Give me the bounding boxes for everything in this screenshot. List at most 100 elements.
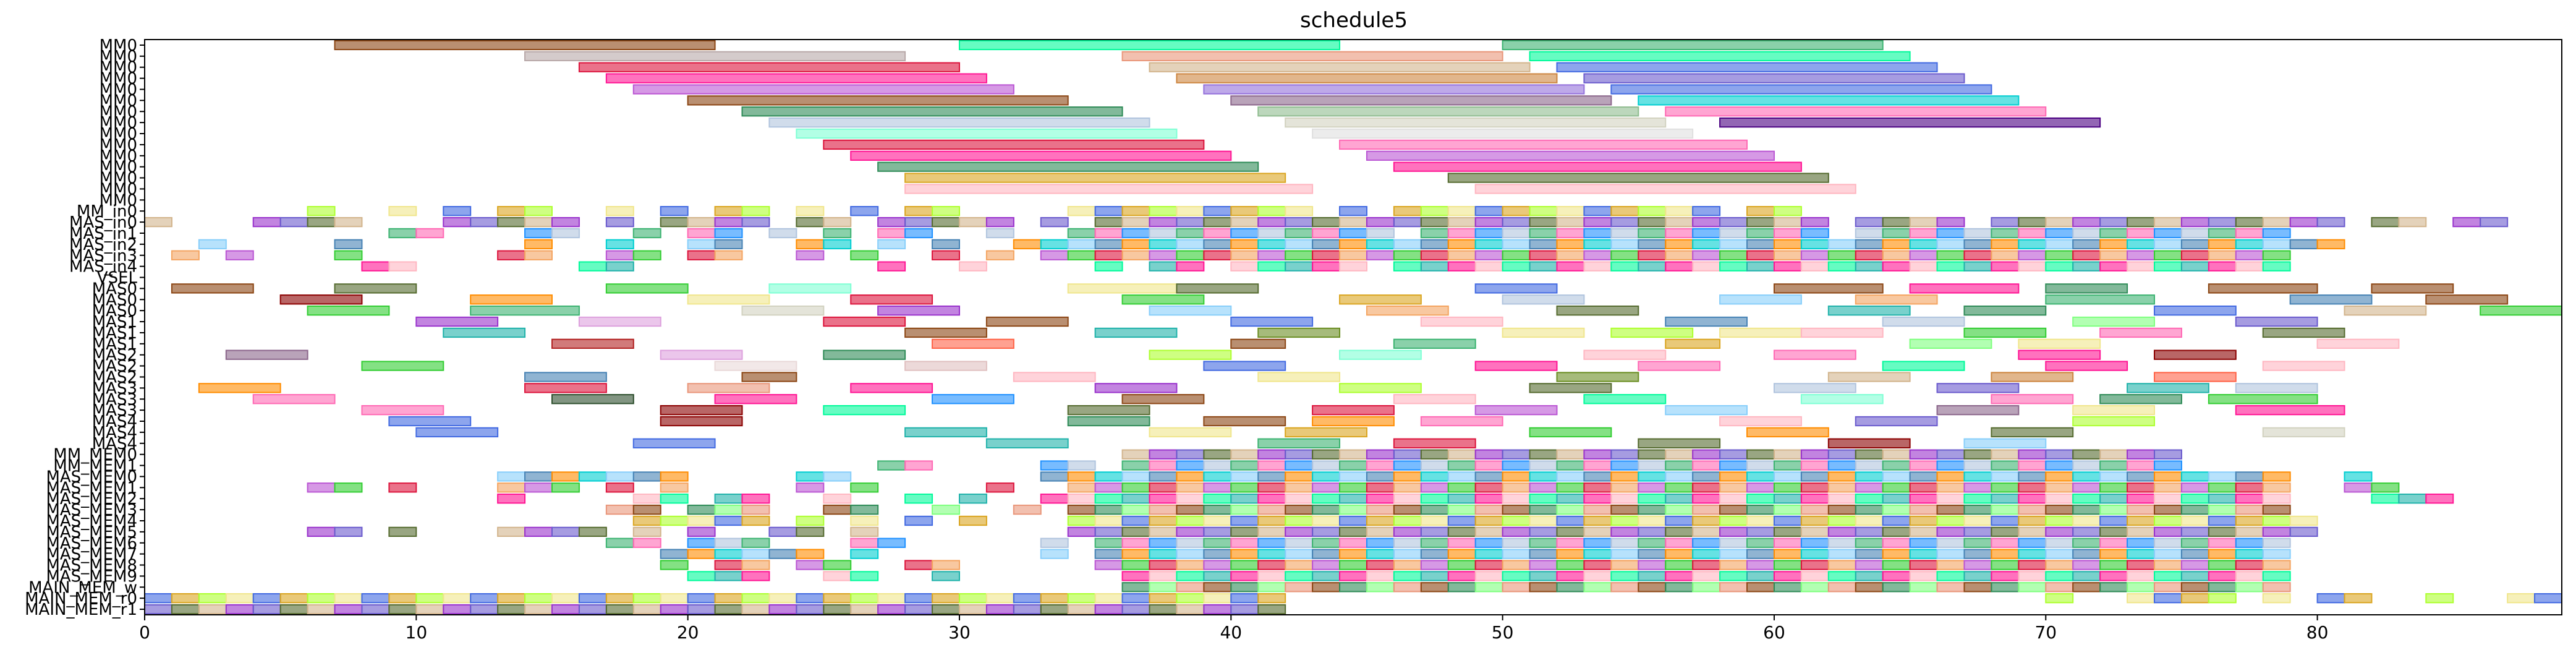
task-bar xyxy=(1719,582,1748,593)
task-bar xyxy=(578,62,960,72)
task-bar xyxy=(1610,460,1639,471)
task-bar xyxy=(1312,482,1341,493)
task-bar xyxy=(1909,582,1938,593)
task-bar xyxy=(1121,206,1150,216)
task-bar xyxy=(1149,571,1178,581)
task-bar xyxy=(1502,494,1531,504)
task-bar xyxy=(578,526,607,537)
task-bar xyxy=(388,526,417,537)
task-bar xyxy=(2127,261,2156,272)
task-bar xyxy=(850,593,879,604)
task-bar xyxy=(470,306,580,316)
task-bar xyxy=(1800,460,1829,471)
task-bar xyxy=(524,228,553,239)
task-bar xyxy=(1094,327,1178,338)
task-bar xyxy=(1285,239,1314,250)
task-bar xyxy=(605,604,634,615)
task-bar xyxy=(2018,526,2047,537)
task-bar xyxy=(1121,537,1150,548)
task-bar xyxy=(1882,560,1911,570)
task-bar xyxy=(823,405,906,416)
task-bar xyxy=(1257,537,1286,548)
task-bar xyxy=(1827,471,1856,482)
task-bar xyxy=(2180,239,2209,250)
y-tick-label: MM0 xyxy=(100,191,137,210)
task-bar xyxy=(2072,228,2101,239)
task-bar xyxy=(1800,216,1829,228)
task-bar xyxy=(687,604,716,615)
task-bar xyxy=(1882,526,1911,537)
task-bar xyxy=(1176,482,1205,493)
task-bar xyxy=(1583,239,1612,250)
task-bar xyxy=(2018,471,2047,482)
task-bar xyxy=(1067,228,1096,239)
task-bar xyxy=(1067,460,1096,471)
task-bar xyxy=(1447,526,1476,537)
task-bar xyxy=(1203,460,1232,471)
task-bar xyxy=(823,316,906,327)
task-bar xyxy=(1203,526,1232,537)
task-bar xyxy=(1285,494,1314,504)
task-bar xyxy=(823,504,852,515)
task-bar xyxy=(1610,327,1694,338)
task-bar xyxy=(2344,471,2373,482)
task-bar xyxy=(1909,460,1938,471)
task-bar xyxy=(1583,394,1667,405)
x-tick-label: 70 xyxy=(2034,622,2057,643)
task-bar xyxy=(2072,494,2101,504)
task-bar xyxy=(171,250,200,260)
task-bar xyxy=(1583,206,1612,216)
task-bar xyxy=(1502,526,1531,537)
task-bar xyxy=(1312,128,1694,139)
task-bar xyxy=(2154,261,2182,272)
task-bar xyxy=(2045,261,2074,272)
task-bar xyxy=(524,250,553,260)
task-bar xyxy=(2180,549,2209,559)
task-bar xyxy=(1991,471,2020,482)
task-bar xyxy=(307,604,336,615)
task-bar xyxy=(768,117,1150,128)
task-bar xyxy=(877,216,906,228)
task-bar xyxy=(1583,582,1612,593)
task-bar xyxy=(1800,494,1829,504)
task-bar xyxy=(932,560,960,570)
task-bar xyxy=(877,228,906,239)
task-bar xyxy=(1855,228,1884,239)
task-bar xyxy=(1149,482,1178,493)
task-bar xyxy=(1855,449,1884,460)
y-tick-label: MM_in0 xyxy=(77,202,137,221)
task-bar xyxy=(1556,261,1585,272)
task-bar xyxy=(1230,549,1259,559)
y-tick-label: MAS3 xyxy=(92,401,137,420)
task-bar xyxy=(1447,549,1476,559)
task-bar xyxy=(2154,372,2237,382)
task-bar xyxy=(1447,228,1476,239)
task-bar xyxy=(1963,526,1992,537)
task-bar xyxy=(1094,261,1123,272)
task-bar xyxy=(1827,582,1856,593)
task-bar xyxy=(1285,471,1314,482)
task-bar xyxy=(1692,560,1721,570)
task-bar xyxy=(687,526,716,537)
task-bar xyxy=(1827,549,1856,559)
task-bar xyxy=(904,494,933,504)
task-bar xyxy=(2127,250,2156,260)
task-bar xyxy=(2262,571,2291,581)
task-bar xyxy=(1420,206,1449,216)
task-bar xyxy=(1393,338,1476,349)
task-bar xyxy=(1312,537,1341,548)
task-bar xyxy=(1121,449,1150,460)
y-tick-label: MAS_in4 xyxy=(69,258,137,276)
task-bar xyxy=(1991,261,2020,272)
task-bar xyxy=(714,504,743,515)
task-bar xyxy=(2099,504,2128,515)
task-bar xyxy=(1176,206,1205,216)
task-bar xyxy=(1203,582,1232,593)
task-bar xyxy=(1257,239,1286,250)
task-bar xyxy=(279,593,308,604)
task-bar xyxy=(850,537,879,548)
task-bar xyxy=(1502,206,1531,216)
task-bar xyxy=(1067,504,1096,515)
task-bar xyxy=(1692,526,1721,537)
task-bar xyxy=(1067,416,1150,427)
